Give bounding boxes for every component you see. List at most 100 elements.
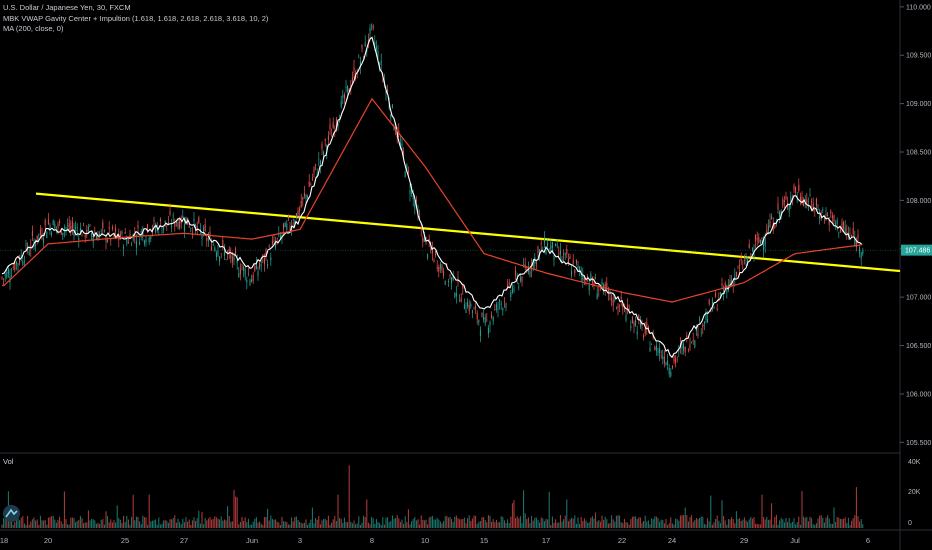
volume-bar (569, 519, 571, 528)
candle-body (710, 310, 712, 312)
last-price-marker: 107.486 (0, 244, 932, 256)
volume-bar (857, 516, 859, 528)
volume-bar (787, 522, 789, 528)
candle-body (355, 75, 357, 79)
volume-bar (534, 517, 536, 528)
volume-bar (422, 519, 424, 528)
volume-bar (523, 490, 525, 528)
candle-body (486, 319, 488, 321)
candle-body (814, 209, 816, 211)
candle-body (359, 61, 361, 68)
volume-bar (452, 522, 454, 528)
volume-bar (63, 491, 65, 528)
indicator-ma-label[interactable]: MA (200, close, 0) (3, 24, 64, 33)
candle-body (519, 277, 521, 281)
volume-bar (772, 524, 774, 528)
candle-body (507, 285, 509, 288)
candle-body (163, 226, 165, 230)
candle-body (623, 305, 625, 310)
volume-bar (57, 520, 59, 528)
time-axis[interactable]: 18 20 25 27 Jun 3 8 10 15 17 22 24 29 Jul 6 (0, 536, 870, 545)
trendline-layer[interactable] (35, 192, 901, 273)
candle-body (239, 269, 241, 275)
candle-body (471, 310, 473, 314)
tradingview-logo-icon[interactable] (3, 505, 20, 522)
volume-bar (511, 503, 513, 528)
indicator-vwap-label[interactable]: MBK VWAP Gavity Center + Impultion (1.61… (3, 13, 269, 23)
volume-bar (299, 521, 301, 528)
symbol-title[interactable]: U.S. Dollar / Japanese Yen, 30, FXCM (3, 3, 131, 12)
volume-bar (479, 521, 481, 528)
volume-bar (19, 520, 21, 528)
volume-bar (790, 523, 792, 528)
volume-bar (766, 516, 768, 528)
candle-body (811, 201, 813, 203)
candle-body (748, 244, 750, 249)
candle-body (660, 355, 662, 357)
volume-bar (769, 519, 771, 528)
volume-bar (71, 517, 73, 528)
volume-bar (444, 516, 446, 528)
volume-bar (614, 521, 616, 528)
candle-body (84, 234, 86, 238)
volume-bar (859, 521, 861, 528)
volume-bar (699, 517, 701, 528)
candle-body (297, 210, 299, 217)
candle-body (649, 347, 651, 352)
volume-bar (734, 523, 736, 528)
volume-bar (385, 517, 387, 528)
candle-body (131, 245, 133, 247)
volume-bar (409, 524, 411, 528)
candle-body (171, 225, 173, 228)
candle-body (451, 277, 453, 283)
volume-bar (476, 523, 478, 528)
candle-body (235, 248, 237, 256)
candle-body (563, 254, 565, 256)
candle-body (3, 278, 5, 280)
candle-body (583, 276, 585, 281)
time-tick-label: 10 (421, 536, 429, 545)
volume-bar (844, 517, 846, 528)
volume-bar (67, 524, 69, 528)
volume-bar (606, 519, 608, 528)
volume-bar (748, 519, 750, 528)
candle-body (243, 266, 245, 271)
candle-body (510, 292, 512, 298)
candle-body (273, 240, 275, 242)
candle-body (815, 198, 817, 206)
candle-body (156, 225, 158, 227)
volume-bar (519, 516, 521, 528)
volume-bar (822, 517, 824, 528)
volume-bar (54, 519, 56, 528)
candle-body (271, 241, 273, 245)
candle-body (409, 190, 411, 195)
candle-body (735, 271, 737, 277)
volume-bar (596, 521, 598, 528)
volume-bar (601, 515, 603, 528)
volume-bar (463, 517, 465, 528)
volume-bar (131, 516, 133, 528)
volume-bar (211, 519, 213, 528)
candle-body (639, 320, 641, 327)
volume-bar (383, 524, 385, 528)
volume-bar (804, 517, 806, 528)
candle-body (36, 235, 38, 242)
candle-body (638, 315, 640, 321)
volume-bar (604, 516, 606, 528)
candle-body (604, 283, 606, 290)
candle-body (52, 220, 54, 226)
candle-body (113, 235, 115, 237)
candle-body (827, 214, 829, 217)
volume-bar (353, 520, 355, 528)
candle-body (31, 231, 33, 237)
candle-body (323, 152, 325, 156)
candle-body (550, 245, 552, 250)
volume-bar (201, 511, 203, 528)
candle-body (249, 279, 251, 285)
candle-body (259, 262, 261, 269)
volume-bar (252, 521, 254, 528)
volume-bar (254, 518, 256, 528)
candle-body (431, 247, 433, 254)
volume-bar (382, 517, 384, 528)
